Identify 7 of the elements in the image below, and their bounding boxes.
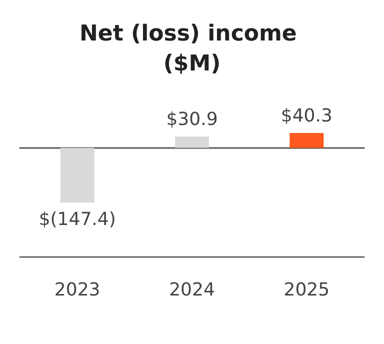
x-tick-label: 2025 (284, 280, 330, 300)
x-tick-label: 2024 (169, 280, 215, 300)
x-tick-label: 2023 (54, 280, 100, 300)
data-label: $(147.4) (38, 208, 116, 230)
data-label: $30.9 (166, 108, 218, 130)
data-label: $40.3 (280, 106, 332, 126)
chart-title: Net (loss) income ($M) (80, 22, 304, 76)
